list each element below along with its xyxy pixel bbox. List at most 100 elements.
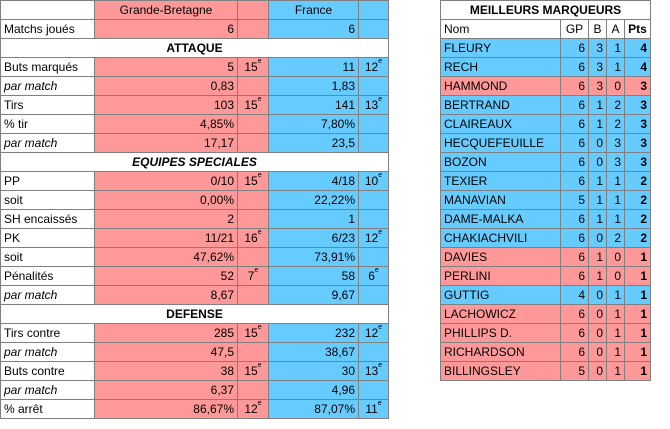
scorer-pts[interactable]: 1 xyxy=(624,285,651,305)
scorer-nom[interactable]: GUTTIG xyxy=(440,285,561,305)
home-rank[interactable] xyxy=(237,285,269,305)
scorer-b[interactable]: 1 xyxy=(588,114,607,134)
scorer-a[interactable]: 3 xyxy=(606,133,625,153)
scorer-nom[interactable]: TEXIER xyxy=(440,171,561,191)
scorer-a[interactable]: 1 xyxy=(606,171,625,191)
home-value[interactable]: 2 xyxy=(94,209,238,229)
scorer-a[interactable]: 1 xyxy=(606,361,625,381)
scorer-gp[interactable]: 5 xyxy=(560,190,589,210)
scorer-b[interactable]: 3 xyxy=(588,76,607,96)
scorer-gp[interactable]: 6 xyxy=(560,76,589,96)
scorer-pts[interactable]: 1 xyxy=(624,304,651,324)
away-rank[interactable]: 12e xyxy=(358,323,389,343)
scorer-nom[interactable]: LACHOWICZ xyxy=(440,304,561,324)
row-label[interactable]: % arrêt xyxy=(0,399,95,419)
scorer-pts[interactable]: 1 xyxy=(624,342,651,362)
scorer-b[interactable]: 1 xyxy=(588,247,607,267)
row-label[interactable]: Pénalités xyxy=(0,266,95,286)
home-rank[interactable] xyxy=(237,76,269,96)
home-value[interactable]: 52 xyxy=(94,266,238,286)
away-rank[interactable] xyxy=(358,247,389,267)
home-rank[interactable]: 7e xyxy=(237,266,269,286)
scorer-b[interactable]: 0 xyxy=(588,285,607,305)
away-rank[interactable] xyxy=(358,285,389,305)
home-rank[interactable]: 15e xyxy=(237,171,269,191)
row-label[interactable]: par match xyxy=(0,76,95,96)
scorer-pts[interactable]: 2 xyxy=(624,228,651,248)
scorer-a[interactable]: 1 xyxy=(606,209,625,229)
scorer-b[interactable]: 0 xyxy=(588,342,607,362)
away-rank[interactable] xyxy=(358,76,389,96)
home-value[interactable]: 4,85% xyxy=(94,114,238,134)
home-rank[interactable]: 15e xyxy=(237,57,269,77)
row-label[interactable]: soit xyxy=(0,247,95,267)
scorer-nom[interactable]: HAMMOND xyxy=(440,76,561,96)
scorer-a[interactable]: 0 xyxy=(606,76,625,96)
scorer-nom[interactable]: PHILLIPS D. xyxy=(440,323,561,343)
row-label[interactable]: PP xyxy=(0,171,95,191)
row-label[interactable]: par match xyxy=(0,380,95,400)
scorer-nom[interactable]: PERLINI xyxy=(440,266,561,286)
away-value[interactable]: 1 xyxy=(268,209,359,229)
away-value[interactable]: 23,5 xyxy=(268,133,359,153)
home-value[interactable]: 103 xyxy=(94,95,238,115)
away-rank[interactable] xyxy=(358,342,389,362)
away-value[interactable]: 73,91% xyxy=(268,247,359,267)
scorer-a[interactable]: 1 xyxy=(606,323,625,343)
scorer-pts[interactable]: 1 xyxy=(624,361,651,381)
scorer-gp[interactable]: 6 xyxy=(560,228,589,248)
away-value[interactable]: 4/18 xyxy=(268,171,359,191)
away-value[interactable]: 7,80% xyxy=(268,114,359,134)
row-label[interactable]: Tirs contre xyxy=(0,323,95,343)
home-value[interactable]: 285 xyxy=(94,323,238,343)
scorer-nom[interactable]: DAME-MALKA xyxy=(440,209,561,229)
scorer-b[interactable]: 0 xyxy=(588,361,607,381)
row-label[interactable]: soit xyxy=(0,190,95,210)
scorer-pts[interactable]: 2 xyxy=(624,209,651,229)
home-value[interactable]: 86,67% xyxy=(94,399,238,419)
scorer-gp[interactable]: 6 xyxy=(560,57,589,77)
home-value[interactable]: 8,67 xyxy=(94,285,238,305)
home-rank[interactable] xyxy=(237,190,269,210)
away-rank[interactable]: 12e xyxy=(358,228,389,248)
scorer-a[interactable]: 2 xyxy=(606,95,625,115)
scorer-b[interactable]: 0 xyxy=(588,133,607,153)
scorer-gp[interactable]: 6 xyxy=(560,247,589,267)
scorer-b[interactable]: 1 xyxy=(588,190,607,210)
scorer-pts[interactable]: 4 xyxy=(624,38,651,58)
scorer-pts[interactable]: 1 xyxy=(624,266,651,286)
scorer-nom[interactable]: HECQUEFEUILLE xyxy=(440,133,561,153)
scorer-a[interactable]: 3 xyxy=(606,152,625,172)
home-rank[interactable] xyxy=(237,209,269,229)
away-rank[interactable] xyxy=(358,114,389,134)
scorer-gp[interactable]: 6 xyxy=(560,152,589,172)
home-rank[interactable] xyxy=(237,380,269,400)
row-label[interactable]: par match xyxy=(0,342,95,362)
scorer-b[interactable]: 1 xyxy=(588,266,607,286)
row-label[interactable]: Tirs xyxy=(0,95,95,115)
scorer-a[interactable]: 1 xyxy=(606,190,625,210)
scorer-pts[interactable]: 1 xyxy=(624,323,651,343)
home-rank[interactable]: 15e xyxy=(237,95,269,115)
away-value[interactable]: 6 xyxy=(268,19,359,39)
scorer-pts[interactable]: 3 xyxy=(624,95,651,115)
scorer-nom[interactable]: DAVIES xyxy=(440,247,561,267)
scorer-a[interactable]: 0 xyxy=(606,247,625,267)
row-label[interactable]: Buts marqués xyxy=(0,57,95,77)
home-rank[interactable]: 15e xyxy=(237,323,269,343)
scorer-gp[interactable]: 6 xyxy=(560,171,589,191)
scorer-pts[interactable]: 3 xyxy=(624,114,651,134)
scorer-a[interactable]: 1 xyxy=(606,38,625,58)
away-value[interactable]: 9,67 xyxy=(268,285,359,305)
away-value[interactable]: 1,83 xyxy=(268,76,359,96)
scorer-gp[interactable]: 6 xyxy=(560,304,589,324)
scorer-b[interactable]: 1 xyxy=(588,171,607,191)
row-label[interactable]: par match xyxy=(0,285,95,305)
scorer-b[interactable]: 0 xyxy=(588,152,607,172)
row-label[interactable]: Matchs joués xyxy=(0,19,95,39)
col-header-pts[interactable]: Pts xyxy=(624,19,651,39)
scorer-gp[interactable]: 6 xyxy=(560,114,589,134)
scorer-pts[interactable]: 1 xyxy=(624,247,651,267)
scorer-nom[interactable]: BOZON xyxy=(440,152,561,172)
scorer-gp[interactable]: 5 xyxy=(560,361,589,381)
